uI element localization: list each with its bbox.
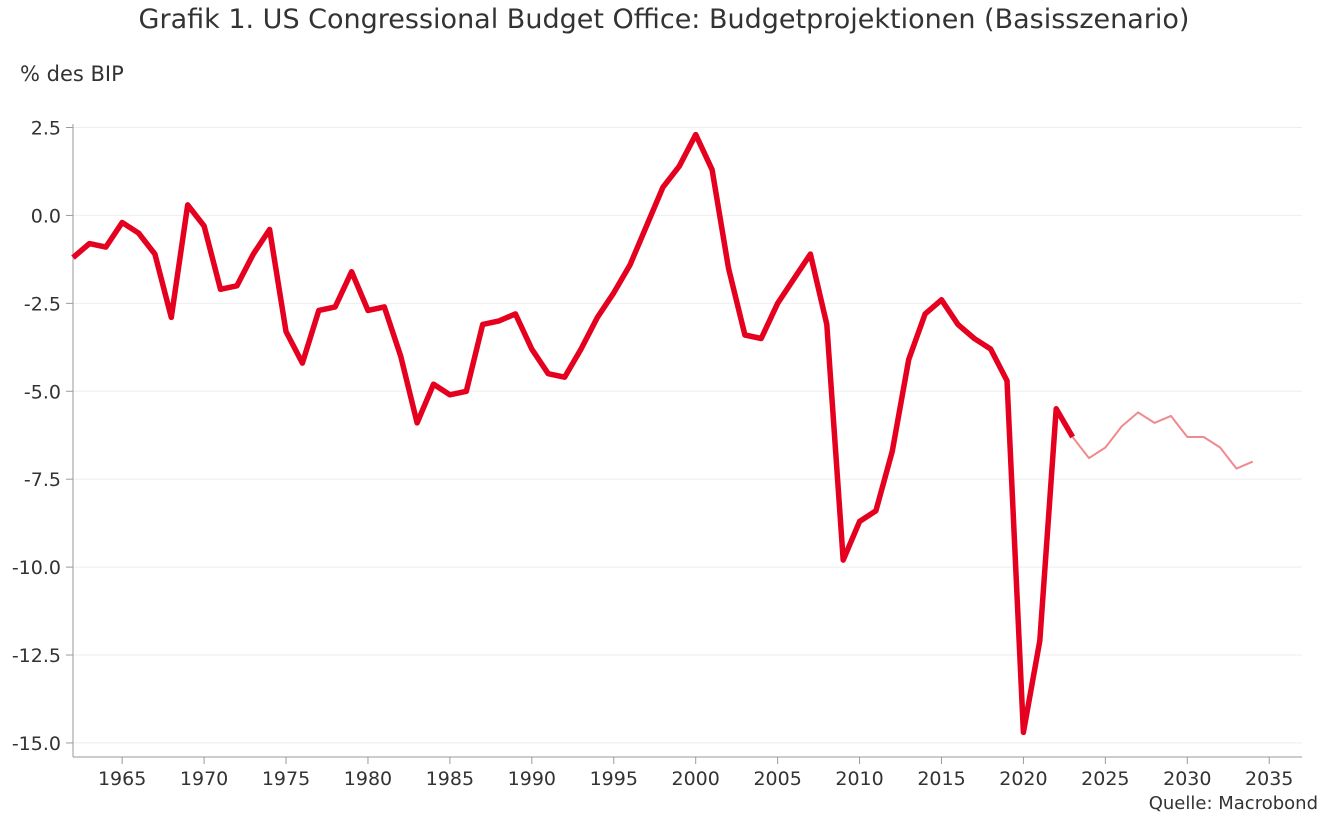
x-tick-label: 2035 [1245, 768, 1293, 790]
series-line-projection [1071, 411, 1254, 470]
x-tick-label: 2025 [1081, 768, 1129, 790]
y-axis-label: % des BIP [20, 62, 124, 86]
tick-labels: 2.5 0.0 -2.5 -5.0 -7.5 -10.0 -12.5 -15.0 1965 197… [12, 118, 1294, 790]
y-tick-label: -12.5 [12, 645, 61, 667]
y-tick-label: -2.5 [24, 293, 61, 315]
x-tick-label: 1985 [426, 768, 474, 790]
x-tick-label: 2030 [1163, 768, 1211, 790]
y-tick-label: 2.5 [31, 118, 61, 140]
y-tick-label: -5.0 [24, 381, 61, 403]
chart-title: Grafik 1. US Congressional Budget Office… [138, 4, 1190, 35]
series-line-actual [71, 131, 1075, 736]
x-tick-label: 2005 [753, 768, 801, 790]
y-tick-label: -10.0 [12, 557, 61, 579]
x-tick-label: 2010 [835, 768, 883, 790]
x-tick-label: 2000 [672, 768, 720, 790]
y-tick-label: 0.0 [31, 205, 61, 227]
grid-lines [73, 127, 1302, 744]
x-tick-label: 1975 [262, 768, 310, 790]
y-tick-label: -15.0 [12, 733, 61, 755]
x-tick-label: 2020 [999, 768, 1047, 790]
x-tick-label: 2015 [917, 768, 965, 790]
x-tick-label: 1990 [508, 768, 556, 790]
axes [66, 124, 1302, 764]
y-tick-label: -7.5 [24, 469, 61, 491]
source-note: Quelle: Macrobond [1148, 793, 1318, 814]
x-tick-label: 1970 [180, 768, 228, 790]
x-tick-label: 1995 [590, 768, 638, 790]
x-tick-label: 1965 [98, 768, 146, 790]
x-tick-label: 1980 [344, 768, 392, 790]
series-lines [71, 131, 1254, 736]
